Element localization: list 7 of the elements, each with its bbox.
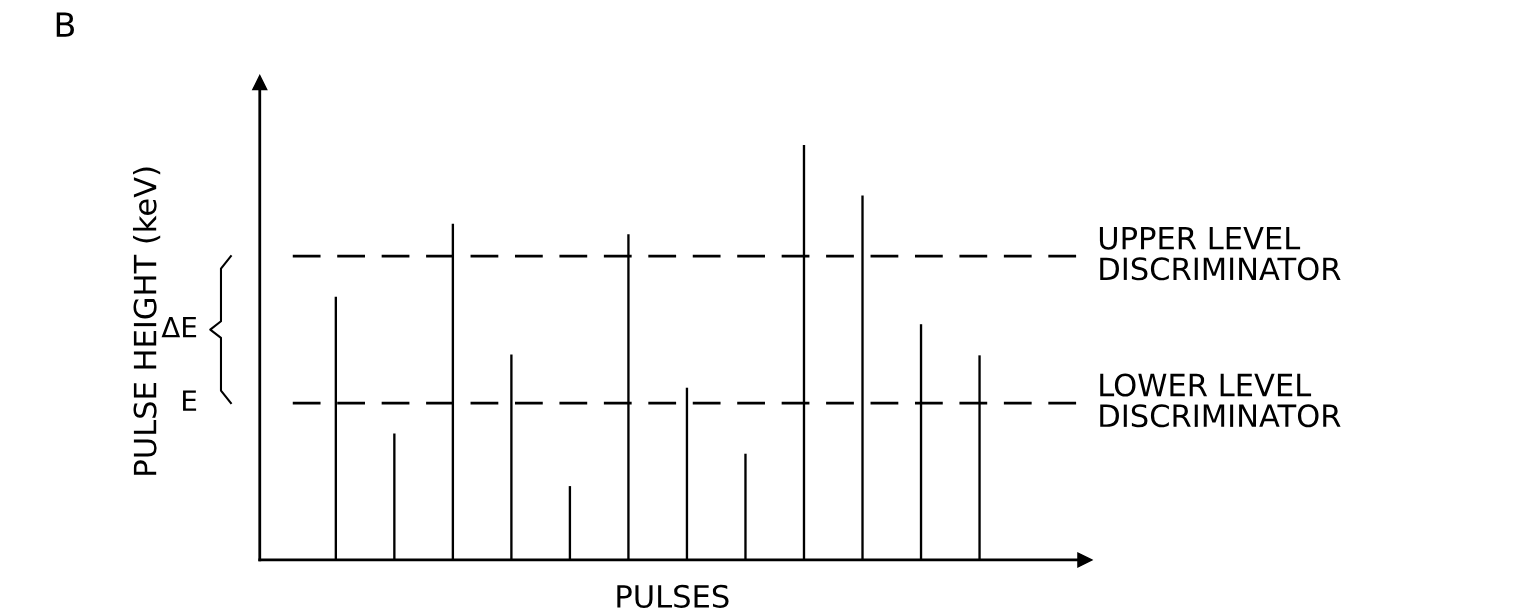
text: ΔE <box>161 317 197 338</box>
text: E <box>183 390 197 411</box>
ref-line-label: LOWER LEVEL DISCRIMINATOR <box>1100 373 1341 428</box>
chart-title: B <box>56 12 74 37</box>
x-axis-title: PULSES <box>617 584 729 608</box>
y-axis-title: PULSE HEIGHT (keV) <box>132 167 161 475</box>
ref-line-label: UPPER LEVEL DISCRIMINATOR <box>1099 226 1341 281</box>
